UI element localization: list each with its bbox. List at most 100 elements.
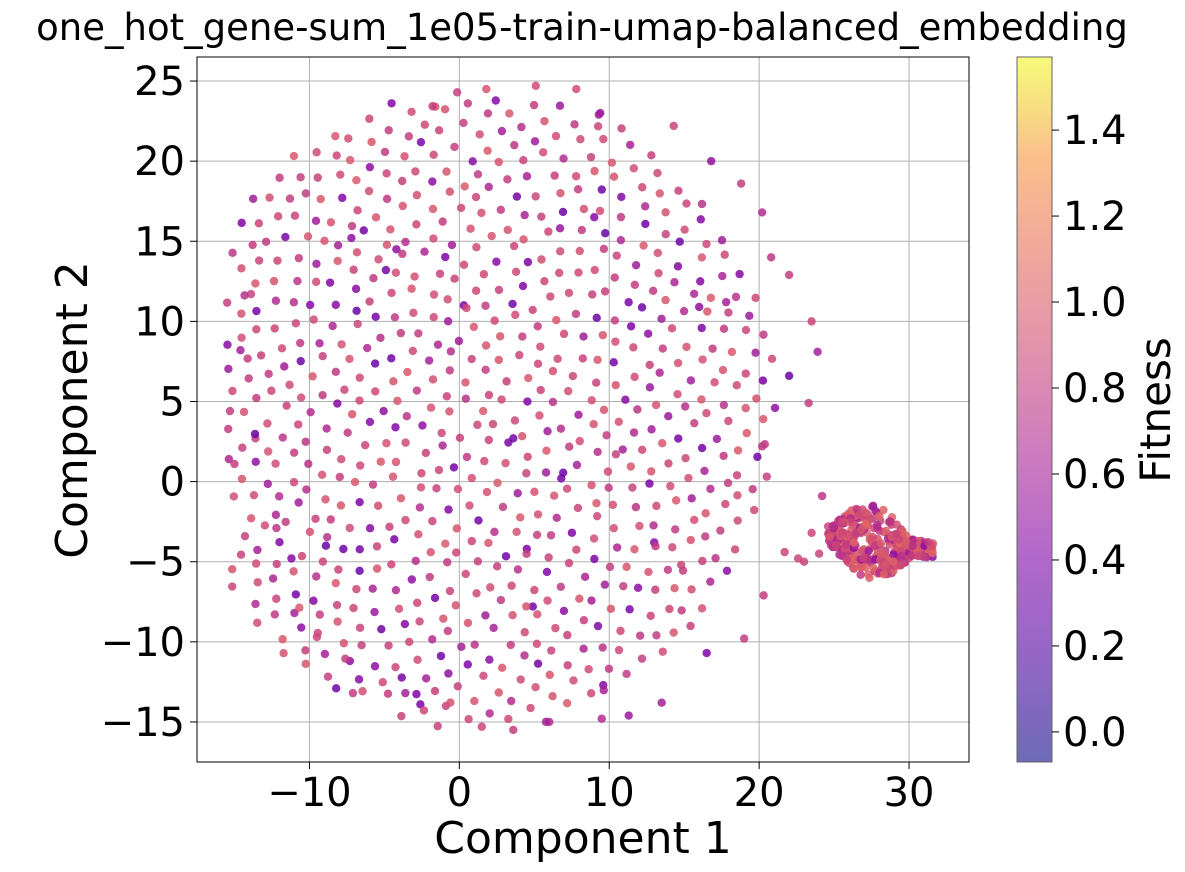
scatter-point bbox=[353, 319, 362, 329]
scatter-point bbox=[568, 371, 578, 381]
scatter-point bbox=[646, 611, 655, 620]
scatter-point bbox=[543, 427, 552, 436]
scatter-point bbox=[651, 400, 661, 410]
scatter-point bbox=[592, 499, 601, 508]
x-tick-label: 10 bbox=[584, 770, 635, 816]
scatter-point bbox=[751, 348, 760, 357]
scatter-point bbox=[574, 410, 583, 420]
scatter-point bbox=[655, 368, 664, 377]
scatter-point bbox=[433, 340, 443, 349]
scatter-point bbox=[501, 458, 510, 468]
scatter-point bbox=[690, 515, 699, 525]
scatter-point bbox=[664, 412, 673, 421]
scatter-point bbox=[780, 547, 789, 557]
scatter-point bbox=[784, 371, 794, 381]
scatter-point bbox=[455, 433, 465, 443]
scatter-point bbox=[522, 172, 532, 181]
scatter-point bbox=[494, 157, 503, 167]
scatter-point bbox=[313, 628, 322, 638]
scatter-point bbox=[745, 311, 754, 321]
scatter-point bbox=[600, 580, 610, 589]
scatter-point bbox=[589, 534, 599, 543]
scatter-point bbox=[703, 307, 712, 316]
scatter-point bbox=[760, 440, 769, 449]
scatter-point bbox=[842, 540, 851, 549]
scatter-point bbox=[530, 137, 540, 146]
scatter-point bbox=[731, 292, 741, 302]
scatter-point bbox=[523, 397, 532, 406]
scatter-point bbox=[443, 295, 452, 304]
scatter-point bbox=[897, 551, 906, 561]
scatter-point bbox=[454, 336, 464, 346]
scatter-point bbox=[243, 354, 252, 363]
scatter-point bbox=[453, 682, 462, 691]
scatter-point bbox=[576, 135, 585, 144]
scatter-point bbox=[497, 395, 506, 404]
scatter-point bbox=[644, 567, 653, 577]
scatter-point bbox=[684, 473, 693, 483]
scatter-point bbox=[489, 623, 498, 633]
scatter-point bbox=[467, 354, 476, 364]
scatter-point bbox=[265, 193, 274, 202]
scatter-point bbox=[281, 517, 290, 527]
scatter-point bbox=[467, 536, 476, 546]
scatter-point bbox=[928, 548, 937, 558]
scatter-point bbox=[497, 663, 507, 673]
scatter-point bbox=[249, 490, 259, 500]
scatter-point bbox=[657, 439, 667, 448]
scatter-point bbox=[345, 523, 354, 533]
scatter-point bbox=[349, 603, 358, 613]
scatter-point bbox=[430, 686, 440, 696]
scatter-point bbox=[372, 564, 382, 573]
scatter-point bbox=[556, 189, 565, 198]
scatter-point bbox=[701, 509, 710, 518]
scatter-point bbox=[759, 591, 768, 600]
scatter-point bbox=[697, 253, 707, 262]
scatter-point bbox=[639, 241, 648, 250]
scatter-point bbox=[593, 447, 602, 457]
scatter-point bbox=[501, 552, 511, 561]
scatter-point bbox=[879, 570, 888, 579]
scatter-point bbox=[624, 298, 633, 307]
scatter-point bbox=[554, 268, 564, 278]
scatter-point bbox=[575, 594, 584, 603]
scatter-point bbox=[407, 284, 416, 293]
scatter-point bbox=[278, 433, 287, 442]
scatter-point bbox=[389, 377, 398, 386]
scatter-point bbox=[526, 703, 535, 713]
scatter-point bbox=[506, 696, 516, 706]
scatter-point bbox=[533, 610, 542, 619]
scatter-point bbox=[323, 672, 333, 681]
scatter-point bbox=[723, 478, 733, 488]
scatter-point bbox=[519, 156, 528, 165]
scatter-point bbox=[647, 425, 656, 434]
scatter-point bbox=[263, 479, 273, 489]
scatter-point bbox=[401, 515, 410, 525]
scatter-point bbox=[358, 687, 367, 696]
scatter-point bbox=[382, 240, 392, 250]
scatter-point bbox=[638, 445, 647, 455]
scatter-point bbox=[483, 146, 492, 155]
scatter-point bbox=[540, 276, 549, 286]
scatter-point bbox=[669, 121, 678, 131]
scatter-point bbox=[655, 189, 664, 198]
scatter-point bbox=[595, 206, 605, 216]
scatter-point bbox=[289, 478, 299, 487]
scatter-point bbox=[516, 675, 525, 684]
scatter-point bbox=[240, 531, 250, 541]
scatter-point bbox=[404, 132, 414, 141]
scatter-point bbox=[412, 386, 422, 395]
scatter-point bbox=[599, 134, 608, 144]
scatter-point bbox=[733, 516, 742, 525]
scatter-point bbox=[879, 505, 888, 515]
scatter-point bbox=[698, 355, 707, 364]
scatter-point bbox=[236, 550, 246, 559]
scatter-point bbox=[333, 399, 342, 408]
scatter-point bbox=[268, 574, 278, 583]
scatter-point bbox=[267, 386, 276, 395]
scatter-point bbox=[817, 491, 827, 501]
scatter-point bbox=[548, 691, 557, 701]
scatter-point bbox=[397, 711, 406, 721]
scatter-point bbox=[273, 256, 282, 265]
scatter-point bbox=[414, 329, 423, 338]
